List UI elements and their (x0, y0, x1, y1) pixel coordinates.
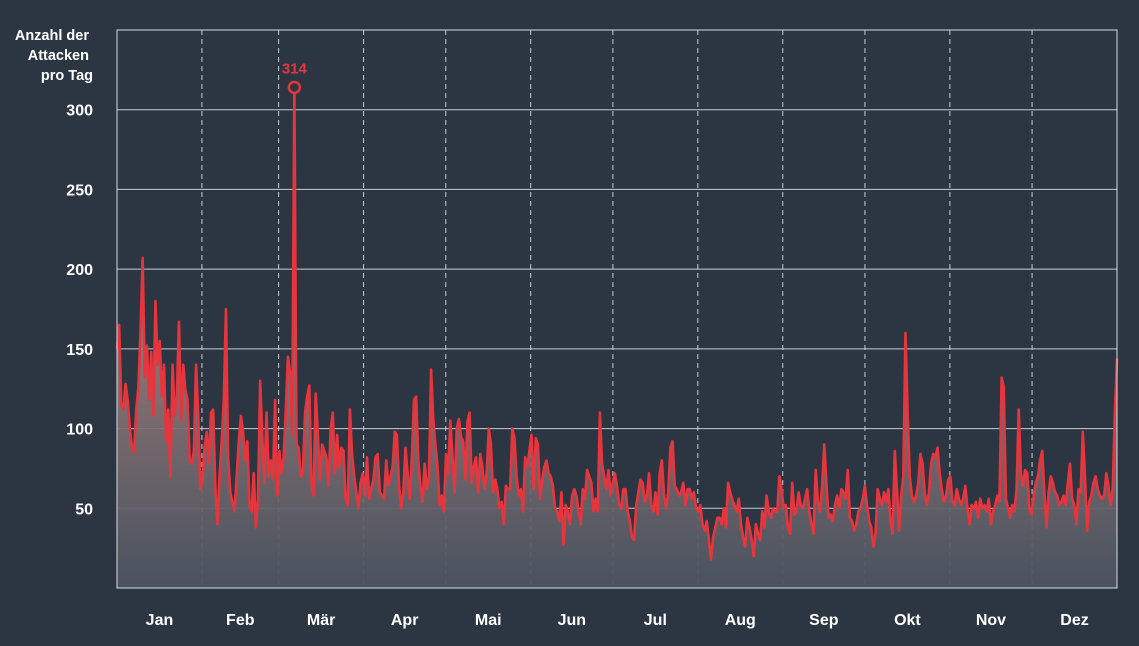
peak-annotation: 314 (282, 60, 308, 95)
y-tick-label: 100 (66, 422, 93, 439)
month-label: Okt (894, 612, 921, 629)
y-axis-title: Anzahl der Attacken pro Tag (15, 28, 93, 84)
plot-frame (116, 29, 1118, 589)
month-label: Nov (976, 612, 1006, 629)
month-label: Mai (475, 612, 502, 629)
y-tick-label: 300 (66, 103, 93, 120)
month-label: Sep (809, 612, 839, 629)
series-line (115, 86, 1119, 561)
y-axis-title-line-1: Anzahl der (15, 28, 89, 44)
y-tick-labels: 50 100 150 200 250 300 (66, 103, 93, 519)
month-label: Mär (307, 612, 335, 629)
y-tick-label: 250 (66, 182, 93, 199)
month-label: Jul (644, 612, 667, 629)
month-label: Jan (146, 612, 174, 629)
month-gridlines (201, 30, 1033, 588)
month-labels: Jan Feb Mär Apr Mai Jun Jul Aug Sep Okt Nov Dez (146, 612, 1089, 629)
y-tick-label: 50 (75, 501, 93, 518)
peak-marker (287, 80, 302, 95)
y-axis-title-line-3: pro Tag (41, 68, 93, 84)
y-axis-title-line-2: Attacken (28, 48, 89, 64)
peak-label: 314 (282, 60, 308, 77)
month-label: Aug (725, 612, 756, 629)
y-tick-label: 150 (66, 342, 93, 359)
y-tick-label: 200 (66, 262, 93, 279)
month-label: Apr (391, 612, 419, 629)
month-label: Dez (1060, 612, 1088, 629)
month-label: Jun (558, 612, 586, 629)
month-label: Feb (226, 612, 255, 629)
